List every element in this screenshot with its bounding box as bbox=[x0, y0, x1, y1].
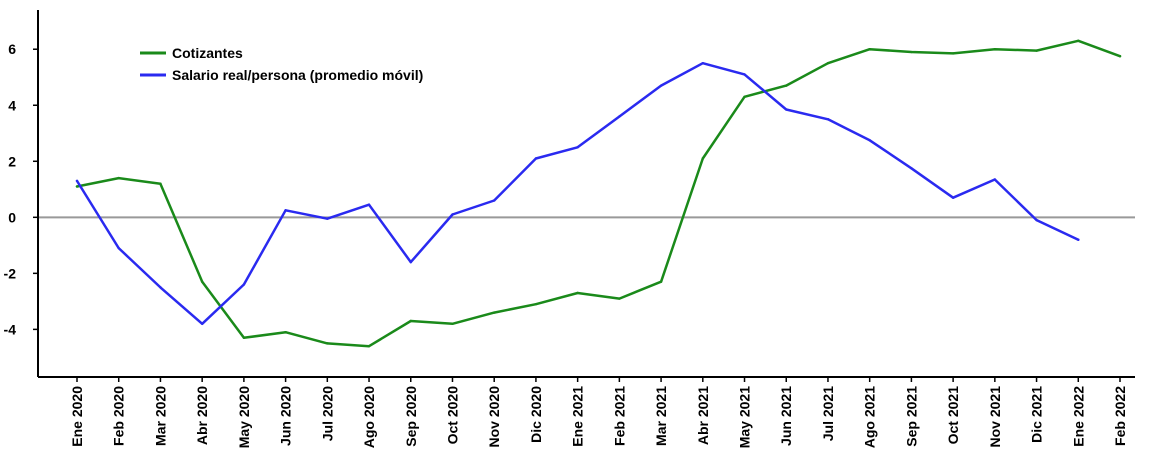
x-tick-label: Sep 2020 bbox=[403, 386, 419, 447]
data-point bbox=[785, 108, 788, 111]
data-point bbox=[326, 342, 329, 345]
y-tick-label: 4 bbox=[8, 97, 16, 113]
data-point bbox=[1035, 218, 1038, 222]
data-point bbox=[701, 62, 704, 65]
x-tick-label: Ene 2020 bbox=[69, 386, 85, 447]
data-point bbox=[868, 139, 871, 142]
x-tick-label: Sep 2021 bbox=[903, 386, 919, 447]
data-point bbox=[618, 115, 621, 118]
data-point bbox=[117, 246, 120, 250]
data-point bbox=[951, 52, 955, 55]
data-point bbox=[743, 95, 746, 99]
data-point bbox=[367, 344, 371, 348]
data-point bbox=[701, 157, 704, 160]
data-point bbox=[200, 322, 204, 325]
x-tick-label: Nov 2020 bbox=[486, 386, 502, 448]
x-tick-label: Abr 2020 bbox=[194, 386, 210, 445]
x-tick-label: Ene 2022 bbox=[1070, 386, 1086, 447]
data-point bbox=[159, 286, 162, 289]
data-point bbox=[493, 199, 496, 202]
data-point bbox=[576, 291, 579, 295]
data-point bbox=[868, 48, 871, 51]
data-point bbox=[493, 311, 496, 314]
data-point bbox=[826, 118, 830, 121]
data-point bbox=[993, 48, 997, 51]
data-point bbox=[409, 319, 412, 323]
x-tick-label: Feb 2020 bbox=[111, 386, 127, 446]
x-tick-label: Mar 2021 bbox=[653, 386, 669, 446]
data-point bbox=[910, 167, 913, 170]
series-line-cotizantes bbox=[75, 39, 1122, 348]
legend-label: Salario real/persona (promedio móvil) bbox=[172, 67, 423, 83]
y-axis-ticks: -4 -2 0 2 4 6 bbox=[4, 41, 38, 337]
data-point bbox=[326, 217, 329, 220]
data-point bbox=[75, 179, 79, 183]
data-point bbox=[743, 73, 746, 76]
x-tick-label: Mar 2020 bbox=[152, 386, 168, 446]
data-point bbox=[159, 182, 162, 185]
data-point bbox=[1077, 39, 1080, 43]
x-tick-label: Feb 2021 bbox=[611, 386, 627, 446]
x-tick-label: Ago 2020 bbox=[361, 386, 377, 448]
data-point bbox=[242, 283, 246, 286]
x-tick-label: Feb 2022 bbox=[1112, 386, 1128, 446]
data-point bbox=[993, 178, 997, 181]
legend-label: Cotizantes bbox=[172, 45, 243, 61]
data-point bbox=[1118, 55, 1122, 58]
x-tick-label: Oct 2021 bbox=[945, 386, 961, 445]
data-point bbox=[284, 330, 287, 334]
x-tick-label: Jul 2020 bbox=[319, 386, 335, 441]
x-tick-label: Dic 2021 bbox=[1029, 386, 1045, 443]
x-tick-label: Nov 2021 bbox=[987, 386, 1003, 448]
legend: Cotizantes Salario real/persona (promedio… bbox=[140, 45, 423, 83]
data-point bbox=[659, 84, 663, 87]
x-axis-ticks: Ene 2020 Feb 2020 Mar 2020 Abr 2020 May 2020… bbox=[69, 377, 1128, 448]
y-tick-label: -2 bbox=[4, 265, 17, 281]
data-point bbox=[534, 302, 538, 306]
data-point bbox=[409, 260, 412, 264]
series-line-salario-real bbox=[75, 61, 1080, 326]
x-tick-label: Dic 2020 bbox=[528, 386, 544, 443]
data-point bbox=[284, 209, 287, 212]
x-tick-label: Oct 2020 bbox=[444, 386, 460, 445]
data-point bbox=[117, 176, 120, 180]
data-point bbox=[910, 50, 913, 54]
y-tick-label: 0 bbox=[8, 209, 16, 225]
data-point bbox=[951, 196, 955, 199]
data-point bbox=[576, 146, 579, 149]
data-point bbox=[659, 280, 663, 283]
y-tick-label: 6 bbox=[8, 41, 16, 57]
x-tick-label: May 2021 bbox=[737, 386, 753, 448]
data-point bbox=[242, 336, 246, 339]
data-point bbox=[618, 297, 621, 300]
data-point bbox=[75, 185, 79, 188]
x-tick-label: Ene 2021 bbox=[570, 386, 586, 447]
y-tick-label: 2 bbox=[8, 153, 16, 169]
data-point bbox=[451, 213, 454, 216]
x-tick-label: Jun 2021 bbox=[778, 386, 794, 446]
data-point bbox=[367, 203, 371, 206]
x-tick-label: Ago 2021 bbox=[862, 386, 878, 448]
x-tick-label: Jul 2021 bbox=[820, 386, 836, 441]
y-tick-label: -4 bbox=[4, 321, 17, 337]
x-tick-label: Abr 2021 bbox=[695, 386, 711, 445]
data-point bbox=[1035, 49, 1038, 52]
x-tick-label: May 2020 bbox=[236, 386, 252, 448]
axes bbox=[37, 10, 1135, 378]
data-point bbox=[200, 280, 204, 283]
data-point bbox=[826, 62, 830, 65]
x-tick-label: Jun 2020 bbox=[278, 386, 294, 446]
data-point bbox=[451, 322, 454, 325]
data-point bbox=[534, 157, 538, 160]
data-point bbox=[785, 84, 788, 87]
data-point bbox=[1077, 238, 1080, 241]
series-lines bbox=[75, 39, 1122, 348]
